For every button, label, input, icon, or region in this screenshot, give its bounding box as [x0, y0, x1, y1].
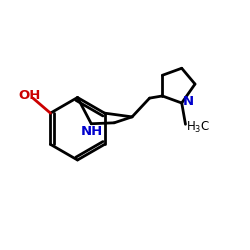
Text: OH: OH	[18, 89, 40, 102]
Text: N: N	[183, 94, 194, 108]
Text: NH: NH	[81, 125, 103, 138]
Text: H$_3$C: H$_3$C	[186, 120, 210, 135]
